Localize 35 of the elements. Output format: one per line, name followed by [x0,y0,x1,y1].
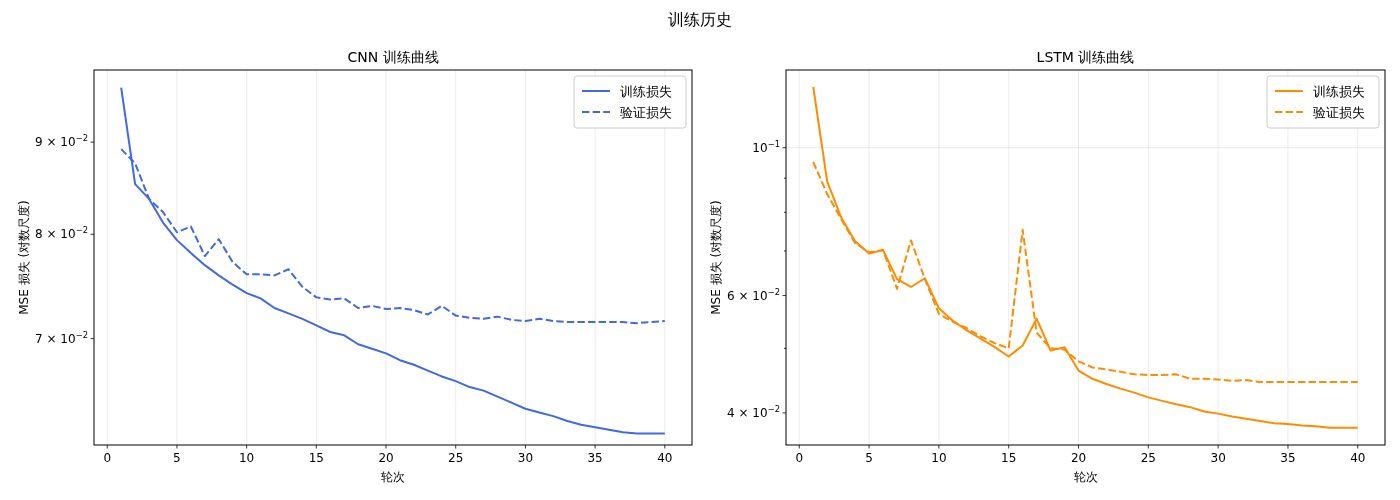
y-tick-label: 4 × 10$^{−2}$ [727,403,780,420]
x-axis-title: 轮次 [1073,470,1098,484]
x-tick-label: 25 [448,451,464,465]
x-tick-label: 20 [378,451,394,465]
x-tick-label: 30 [1210,451,1226,465]
legend-label: 训练损失 [1313,84,1365,99]
x-tick-label: 40 [657,451,673,465]
x-tick-label: 10 [239,451,255,465]
x-tick-label: 10 [931,451,947,465]
x-tick-label: 15 [1001,451,1017,465]
text: 训练历史 [668,10,732,29]
y-tick-label: 7 × 10$^{−2}$ [35,329,88,346]
legend-label: 验证损失 [1313,105,1365,120]
x-tick-label: 35 [587,451,603,465]
legend-label: 训练损失 [620,84,672,99]
x-tick-label: 30 [517,451,534,465]
x-tick-label: 20 [1070,451,1087,465]
x-tick-label: 5 [173,451,181,465]
y-tick-label: 6 × 10$^{−2}$ [727,286,780,303]
y-tick-label: 10$^{−1}$ [752,138,780,155]
y-axis-title: MSE 损失 (对数尺度) [17,200,31,315]
y-axis-title: MSE 损失 (对数尺度) [709,200,723,315]
y-tick-label: 9 × 10$^{−2}$ [35,133,88,150]
x-tick-label: 25 [1140,451,1156,465]
x-tick-label: 0 [103,451,112,465]
x-tick-label: 40 [1350,451,1366,465]
x-tick-label: 0 [795,451,804,465]
x-axis-title: 轮次 [381,470,405,484]
chart-title: LSTM 训练曲线 [1036,49,1135,65]
x-tick-label: 15 [308,451,324,465]
x-tick-label: 5 [865,451,873,465]
legend-label: 验证损失 [620,105,672,120]
chart-title: CNN 训练曲线 [347,49,439,65]
x-tick-label: 35 [1280,451,1296,465]
y-tick-label: 8 × 10$^{−2}$ [35,225,88,242]
